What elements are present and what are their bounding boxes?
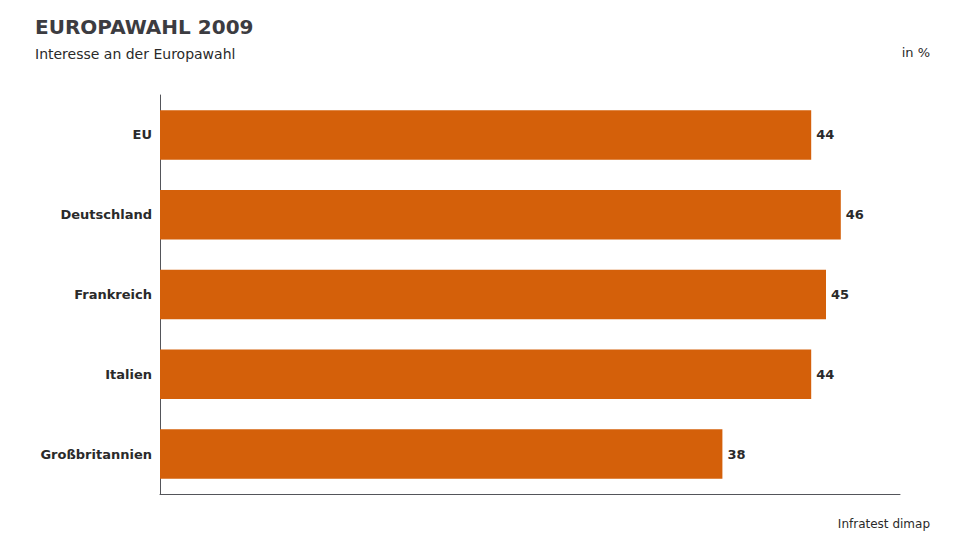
svg-text:EU: EU (133, 127, 152, 142)
svg-text:Interesse an der Europawahl: Interesse an der Europawahl (35, 46, 235, 62)
svg-text:38: 38 (727, 447, 745, 462)
svg-text:Frankreich: Frankreich (74, 287, 152, 302)
svg-text:EUROPAWAHL 2009: EUROPAWAHL 2009 (35, 15, 253, 39)
svg-text:Italien: Italien (105, 367, 152, 382)
svg-text:Großbritannien: Großbritannien (40, 447, 152, 462)
svg-text:45: 45 (831, 287, 849, 302)
svg-text:Infratest dimap: Infratest dimap (838, 517, 930, 531)
svg-text:Deutschland: Deutschland (60, 207, 152, 222)
svg-text:44: 44 (816, 367, 834, 382)
svg-text:44: 44 (816, 127, 834, 142)
svg-text:in %: in % (902, 45, 930, 60)
svg-text:46: 46 (846, 207, 864, 222)
